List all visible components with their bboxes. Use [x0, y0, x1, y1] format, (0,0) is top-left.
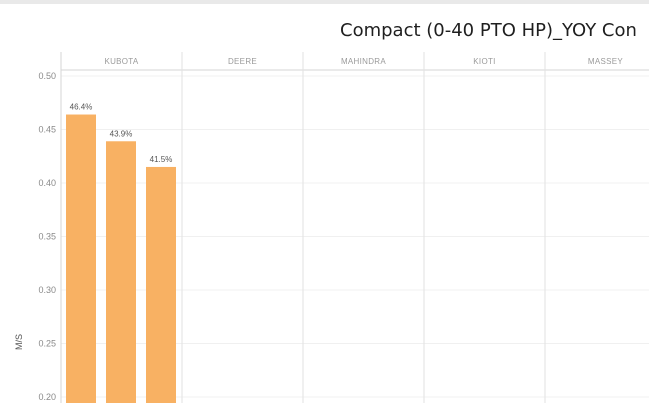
- bar-data-label: 43.9%: [110, 129, 133, 138]
- pane-dividers: [60, 52, 649, 403]
- y-axis-title: M/S: [14, 334, 24, 350]
- top-bar: [0, 0, 649, 4]
- category-headers: KUBOTA DEERE MAHINDRA KIOTI MASSEY: [104, 57, 623, 66]
- y-axis-ticks: 0.50 0.45 0.40 0.35 0.30 0.25 0.20: [38, 71, 56, 402]
- bar-data-label: 46.4%: [70, 103, 93, 112]
- data-labels: 46.4% 43.9% 41.5%: [70, 103, 173, 164]
- y-tick-label: 0.40: [38, 178, 56, 188]
- bar: [146, 166, 176, 403]
- y-tick-label: 0.30: [38, 285, 56, 295]
- chart-title: Compact (0-40 PTO HP)_YOY Con: [340, 20, 637, 41]
- category-header-mahindra: MAHINDRA: [341, 57, 386, 66]
- y-tick-label: 0.45: [38, 125, 56, 135]
- y-tick-label: 0.25: [38, 339, 56, 349]
- category-header-deere: DEERE: [228, 57, 257, 66]
- y-tick-label: 0.20: [38, 392, 56, 402]
- y-tick-label: 0.35: [38, 232, 56, 242]
- category-header-kioti: KIOTI: [473, 57, 495, 66]
- bar: [66, 114, 96, 403]
- category-header-kubota: KUBOTA: [104, 57, 138, 66]
- bar: [106, 141, 136, 403]
- bars: [66, 114, 176, 403]
- bar-data-label: 41.5%: [150, 155, 173, 164]
- category-header-massey: MASSEY: [588, 57, 624, 66]
- y-tick-label: 0.50: [38, 71, 56, 81]
